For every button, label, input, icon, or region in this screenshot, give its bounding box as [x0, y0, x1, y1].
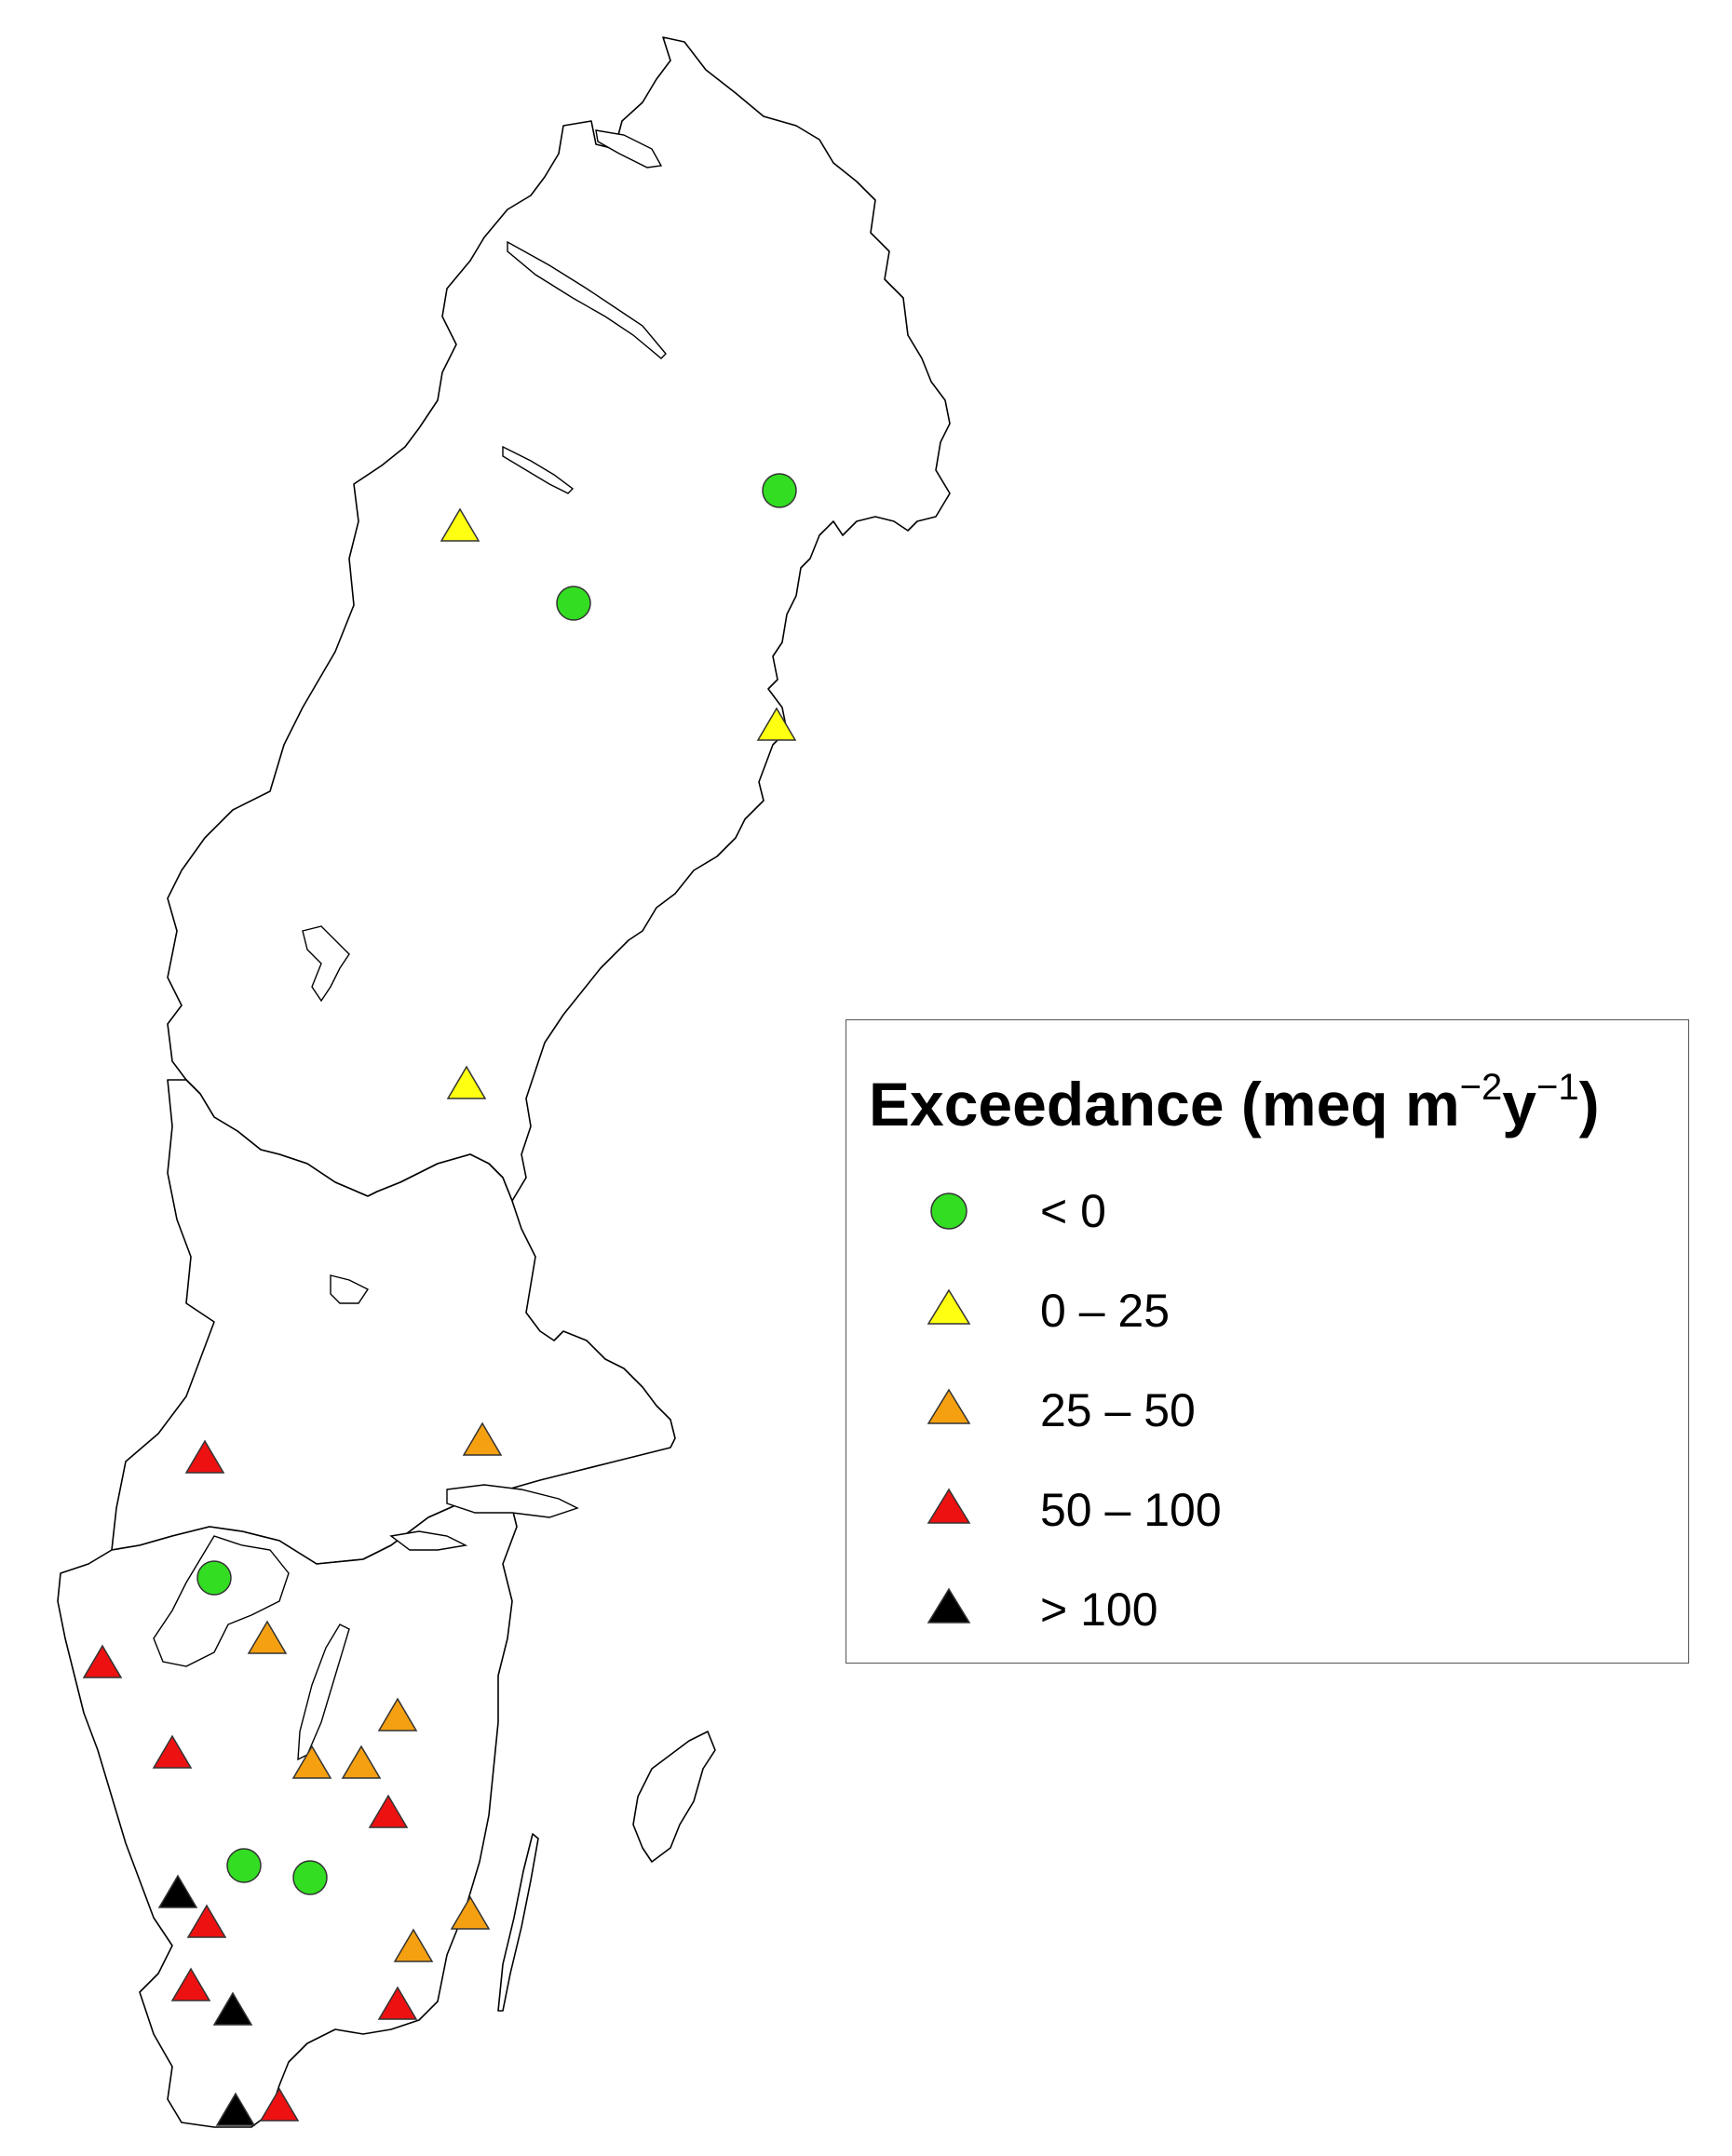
legend-item-gt-100: > 100	[846, 1572, 1688, 1647]
lake-storsjon	[302, 925, 350, 1003]
site-marker-3	[226, 1848, 262, 1883]
lake-vattern	[297, 1624, 350, 1761]
legend-red-triangle-icon	[927, 1488, 971, 1524]
site-marker-0	[762, 473, 797, 508]
site-marker-5	[440, 507, 480, 542]
site-marker-13	[450, 1895, 491, 1930]
legend: Exceedance (meq m−2y−1) < 0 0 – 25 25 – …	[846, 1019, 1689, 1664]
site-marker-12	[341, 1745, 382, 1779]
legend-symbol-2	[927, 1388, 971, 1424]
site-marker-10	[377, 1697, 418, 1732]
site-marker-9	[247, 1620, 288, 1654]
lake-siljan	[330, 1274, 370, 1304]
region-south	[57, 1489, 518, 2128]
legend-label-gt-100: > 100	[1040, 1583, 1158, 1636]
legend-yellow-triangle-icon	[927, 1288, 971, 1325]
legend-title-sup-1: −2	[1459, 1067, 1503, 1108]
lake-north-3	[595, 129, 663, 168]
site-marker-2	[196, 1560, 232, 1596]
legend-black-triangle-icon	[927, 1587, 971, 1624]
legend-green-circle-icon	[930, 1193, 967, 1230]
legend-title-sup-2: −1	[1536, 1067, 1579, 1108]
site-marker-20	[170, 1967, 211, 2001]
site-marker-21	[377, 1986, 418, 2020]
lake-north-2	[502, 445, 575, 494]
site-marker-25	[215, 2092, 256, 2126]
site-marker-18	[368, 1794, 409, 1828]
legend-orange-triangle-icon	[927, 1388, 971, 1424]
lake-hjalmaren	[389, 1530, 468, 1551]
legend-item-25-50: 25 – 50	[846, 1373, 1688, 1448]
site-marker-14	[393, 1928, 434, 1962]
site-marker-19	[186, 1904, 227, 1938]
site-marker-16	[82, 1644, 123, 1678]
lake-malaren	[446, 1484, 579, 1518]
legend-title-mid: y	[1502, 1070, 1536, 1139]
legend-item-0-25: 0 – 25	[846, 1273, 1688, 1348]
site-marker-24	[212, 1991, 253, 2026]
region-north	[167, 36, 951, 1202]
legend-label-50-100: 50 – 100	[1040, 1484, 1222, 1536]
legend-title-main: Exceedance (meq m	[869, 1070, 1460, 1139]
site-marker-4	[292, 1860, 328, 1895]
gotland-island	[632, 1731, 716, 1863]
legend-label-25-50: 25 – 50	[1040, 1384, 1196, 1436]
site-marker-7	[446, 1065, 487, 1099]
legend-title-end: )	[1578, 1070, 1600, 1139]
legend-item-50-100: 50 – 100	[846, 1473, 1688, 1547]
legend-symbol-0	[930, 1193, 967, 1230]
legend-symbol-1	[927, 1288, 971, 1325]
lake-north-1	[507, 240, 667, 359]
site-markers	[82, 473, 797, 2126]
legend-item-lt-0: < 0	[846, 1174, 1688, 1248]
site-marker-22	[259, 2087, 300, 2122]
site-marker-17	[152, 1734, 193, 1769]
region-middle	[111, 1079, 676, 1565]
legend-label-0-25: 0 – 25	[1040, 1285, 1170, 1337]
site-marker-11	[291, 1745, 332, 1779]
legend-symbol-4	[927, 1587, 971, 1624]
site-marker-6	[756, 707, 797, 741]
legend-symbol-3	[927, 1488, 971, 1524]
legend-label-lt-0: < 0	[1040, 1185, 1106, 1237]
site-marker-15	[184, 1439, 225, 1474]
site-marker-1	[556, 586, 591, 621]
lake-vanern	[153, 1535, 290, 1667]
site-marker-23	[157, 1874, 198, 1908]
site-marker-8	[462, 1422, 503, 1456]
oland-island	[497, 1833, 539, 2012]
legend-title: Exceedance (meq m−2y−1)	[869, 1067, 1600, 1141]
